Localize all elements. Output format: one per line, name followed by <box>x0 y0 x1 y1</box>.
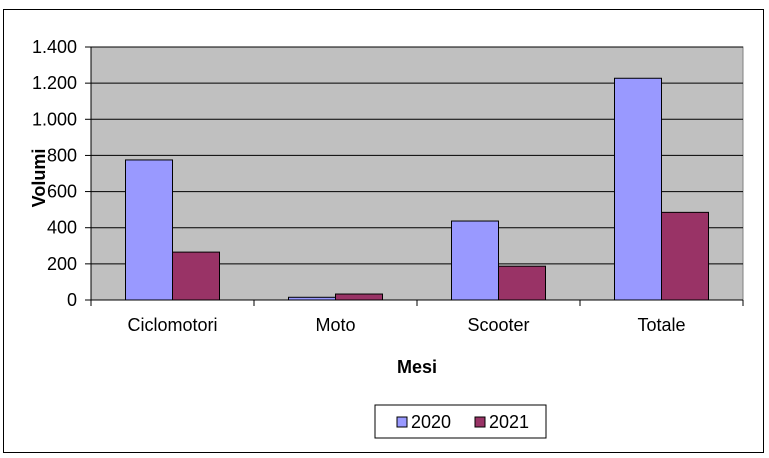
bar-2021-ciclomotori <box>172 251 220 301</box>
x-tick-label: Scooter <box>467 315 529 335</box>
bar-2020-totale <box>614 77 662 301</box>
bar-2020-scooter <box>451 220 499 301</box>
x-tick-label: Ciclomotori <box>127 315 217 335</box>
y-tick-label: 1.200 <box>32 73 77 93</box>
x-tick-label: Totale <box>637 315 685 335</box>
legend-label-2020: 2020 <box>411 412 451 432</box>
y-tick-label: 1.000 <box>32 109 77 129</box>
y-tick-label: 1.400 <box>32 37 77 57</box>
bar-2021-scooter <box>498 265 546 301</box>
bar-2020-ciclomotori <box>125 159 173 301</box>
bar-2021-totale <box>661 211 709 301</box>
bar-2021-moto <box>335 293 383 301</box>
y-tick-label: 200 <box>47 254 77 274</box>
y-tick-label: 600 <box>47 182 77 202</box>
legend-swatch-2020 <box>396 416 408 428</box>
y-tick-label: 0 <box>67 290 77 310</box>
y-tick-label: 800 <box>47 145 77 165</box>
bar-2020-moto <box>288 296 336 301</box>
y-axis-title: Volumi <box>29 149 49 208</box>
y-tick-label: 400 <box>47 218 77 238</box>
x-axis-title: Mesi <box>397 357 437 377</box>
legend-swatch-2021 <box>474 416 486 428</box>
legend-label-2021: 2021 <box>489 412 529 432</box>
x-tick-label: Moto <box>315 315 355 335</box>
